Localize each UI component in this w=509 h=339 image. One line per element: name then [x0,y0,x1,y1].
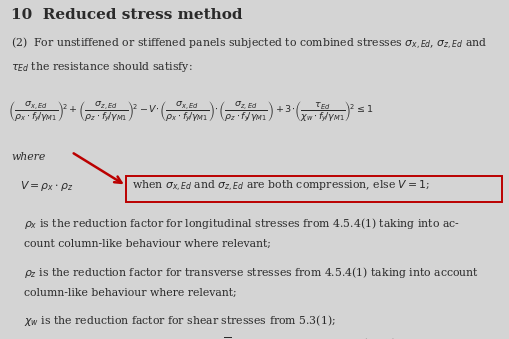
Text: $\tau_{Ed}$ the resistance should satisfy:: $\tau_{Ed}$ the resistance should satisf… [11,60,193,74]
Text: column-like behaviour where relevant;: column-like behaviour where relevant; [24,288,237,298]
Text: where: where [11,152,45,162]
Text: count column-like behaviour where relevant;: count column-like behaviour where releva… [24,239,271,249]
Text: $V = \rho_x \cdot \rho_z$: $V = \rho_x \cdot \rho_z$ [20,179,74,193]
Text: $\rho_z$ is the reduction factor for transverse stresses from 4.5.4(1) taking in: $\rho_z$ is the reduction factor for tra… [24,265,479,280]
Bar [126,176,502,202]
Text: $\left(\dfrac{\sigma_{x,Ed}}{\rho_x \cdot f_y\!/\gamma_{M1}}\right)^{\!2}+\left(: $\left(\dfrac{\sigma_{x,Ed}}{\rho_x \cdo… [8,99,373,123]
Text: when $\sigma_{x,Ed}$ and $\sigma_{z,Ed}$ are both compression, else $V = 1$;: when $\sigma_{x,Ed}$ and $\sigma_{z,Ed}$… [132,179,431,194]
Text: each calculated for the slenderness $\overline{\lambda}_p$ according to equation: each calculated for the slenderness $\ov… [24,336,400,339]
Text: $\chi_w$ is the reduction factor for shear stresses from 5.3(1);: $\chi_w$ is the reduction factor for she… [24,313,336,328]
Text: (2)  For unstiffened or stiffened panels subjected to combined stresses $\sigma_: (2) For unstiffened or stiffened panels … [11,36,487,52]
Text: 10  Reduced stress method: 10 Reduced stress method [11,8,243,22]
Text: $\rho_x$ is the reduction factor for longitudinal stresses from 4.5.4(1) taking : $\rho_x$ is the reduction factor for lon… [24,216,460,231]
